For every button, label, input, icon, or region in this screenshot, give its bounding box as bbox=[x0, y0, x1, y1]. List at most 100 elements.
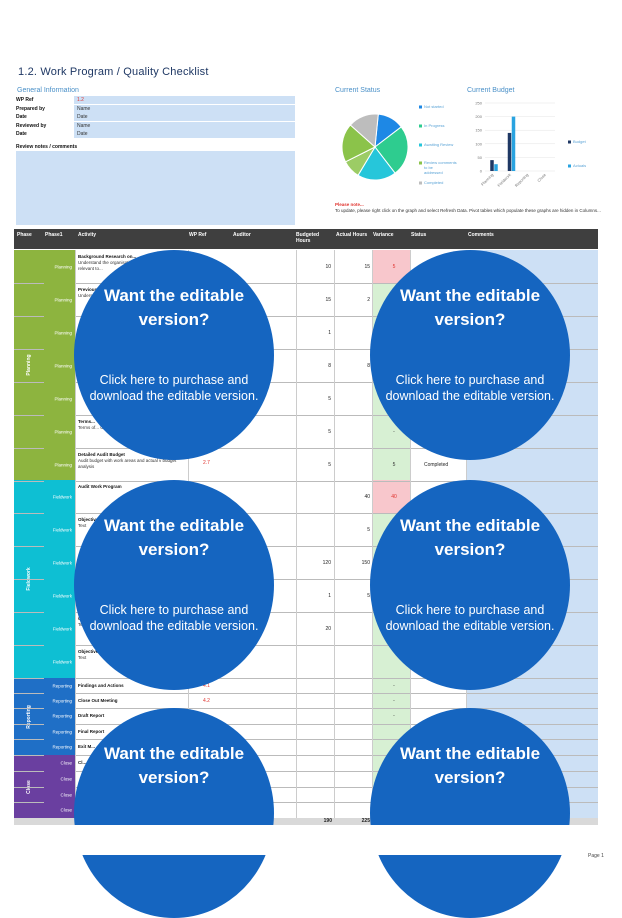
x-tick-label: Close bbox=[536, 172, 547, 183]
budgeted-hours[interactable]: 1 bbox=[328, 330, 331, 336]
gi-label-2: Date bbox=[16, 114, 27, 120]
budgeted-hours[interactable]: 15 bbox=[325, 297, 331, 303]
column-header-1[interactable]: Phase1 bbox=[45, 232, 63, 238]
wp-ref[interactable]: 4.1 bbox=[203, 683, 210, 689]
bar[interactable] bbox=[490, 160, 494, 171]
budgeted-hours[interactable]: 1 bbox=[328, 593, 331, 599]
purchase-overlay-button[interactable]: Want the editable version? Click here to … bbox=[370, 250, 570, 460]
legend-label: Budget bbox=[573, 139, 587, 144]
table-header bbox=[14, 229, 598, 249]
pie-slice[interactable] bbox=[349, 113, 379, 149]
phase1-cell[interactable]: Planning bbox=[44, 415, 75, 448]
actual-hours[interactable]: 5 bbox=[367, 593, 370, 599]
phase1-cell[interactable]: Fieldwork bbox=[44, 579, 75, 612]
column-header-9[interactable]: Comments bbox=[468, 232, 494, 238]
budgeted-hours[interactable]: 20 bbox=[325, 626, 331, 632]
pie-slice[interactable] bbox=[357, 146, 396, 181]
actual-hours[interactable]: 2 bbox=[367, 297, 370, 303]
overlay-heading: Want the editable version? bbox=[103, 516, 245, 559]
gi-label-0: WP Ref bbox=[16, 97, 34, 103]
gi-value-text: Date bbox=[77, 131, 88, 137]
status-pie-chart[interactable]: Not started In Progress Awaiting Review Rev… bbox=[335, 96, 465, 196]
row-divider bbox=[14, 415, 598, 416]
column-header-2[interactable]: Activity bbox=[78, 232, 97, 238]
column-header-5[interactable]: Budgeted Hours bbox=[296, 232, 320, 244]
actual-hours[interactable]: 150 bbox=[361, 560, 370, 566]
budgeted-hours[interactable]: 5 bbox=[328, 429, 331, 435]
phase1-cell[interactable]: Fieldwork bbox=[44, 480, 75, 513]
phase1-cell[interactable]: Fieldwork bbox=[44, 612, 75, 645]
phase1-cell[interactable]: Planning bbox=[44, 448, 75, 481]
purchase-overlay-button[interactable]: Want the editable version? Click here to … bbox=[370, 480, 570, 690]
phase1-cell[interactable]: Planning bbox=[44, 283, 75, 316]
pie-slice[interactable] bbox=[341, 124, 376, 163]
phase1-cell[interactable]: Reporting bbox=[44, 739, 75, 755]
gi-value-2[interactable]: Date bbox=[74, 113, 295, 121]
column-header-0[interactable]: Phase bbox=[17, 232, 32, 238]
x-tick-label: Fieldwork bbox=[496, 172, 512, 188]
purchase-overlay-button[interactable]: Want the editable version? Click here to … bbox=[74, 480, 274, 690]
phase1-cell[interactable]: Fieldwork bbox=[44, 546, 75, 579]
purchase-overlay-button[interactable]: Want the editable version? bbox=[74, 708, 274, 918]
row-divider bbox=[14, 448, 598, 449]
actual-hours[interactable]: 15 bbox=[364, 264, 370, 270]
phase1-cell[interactable]: Close bbox=[44, 787, 75, 802]
gi-value-1[interactable]: Name bbox=[74, 104, 295, 113]
actual-hours[interactable]: 40 bbox=[364, 494, 370, 500]
gi-value-3[interactable]: Name bbox=[74, 121, 295, 130]
bar[interactable] bbox=[494, 164, 498, 171]
phase1-cell[interactable]: Reporting bbox=[44, 724, 75, 739]
phase1-cell[interactable]: Close bbox=[44, 802, 75, 818]
phase1-label: Fieldwork bbox=[52, 560, 72, 565]
gi-label-1: Prepared by bbox=[16, 105, 45, 112]
phase1-cell[interactable]: Planning bbox=[44, 382, 75, 415]
budgeted-hours[interactable]: 5 bbox=[328, 396, 331, 402]
actual-hours[interactable]: 5 bbox=[367, 527, 370, 533]
column-header-4[interactable]: Auditor bbox=[233, 232, 251, 238]
phase1-cell[interactable]: Planning bbox=[44, 316, 75, 349]
phase1-cell[interactable]: Fieldwork bbox=[44, 513, 75, 546]
phase1-cell[interactable]: Planning bbox=[44, 349, 75, 382]
budgeted-hours[interactable]: 5 bbox=[328, 462, 331, 468]
purchase-overlay-button[interactable]: Want the editable version? bbox=[370, 708, 570, 918]
gi-value-0[interactable]: 1.2 bbox=[74, 96, 295, 104]
phase1-cell[interactable]: Reporting bbox=[44, 693, 75, 708]
phase1-cell[interactable]: Close bbox=[44, 771, 75, 787]
actual-hours[interactable]: 8 bbox=[367, 363, 370, 369]
column-header-8[interactable]: Status bbox=[411, 232, 427, 238]
budgeted-hours[interactable]: 120 bbox=[322, 560, 331, 566]
phase1-label: Fieldwork bbox=[52, 527, 72, 532]
legend-label: addressed bbox=[424, 170, 443, 175]
phase1-cell[interactable]: Planning bbox=[44, 250, 75, 283]
phase1-cell[interactable]: Fieldwork bbox=[44, 645, 75, 678]
phase1-cell[interactable]: Reporting bbox=[44, 708, 75, 724]
note-text: To update, please right click on the gra… bbox=[335, 208, 601, 213]
wp-ref[interactable]: 2.7 bbox=[203, 460, 210, 466]
gi-value-4[interactable]: Date bbox=[74, 130, 295, 138]
phase-cell-planning[interactable]: Planning bbox=[14, 250, 44, 480]
budgeted-hours[interactable]: 10 bbox=[325, 264, 331, 270]
pie-slice[interactable] bbox=[374, 126, 409, 174]
status[interactable]: Completed bbox=[424, 462, 449, 468]
gi-value-text: Date bbox=[77, 114, 88, 120]
purchase-overlay-button[interactable]: Want the editable version? Click here to … bbox=[74, 250, 274, 460]
row-divider bbox=[14, 739, 598, 740]
review-notes-field[interactable] bbox=[16, 151, 295, 225]
phase1-cell[interactable]: Close bbox=[44, 755, 75, 771]
column-header-6[interactable]: Actual Hours bbox=[336, 232, 368, 238]
y-tick-label: 50 bbox=[478, 155, 483, 160]
budgeted-hours[interactable]: 8 bbox=[328, 363, 331, 369]
phase-cell-close[interactable]: Close bbox=[14, 755, 44, 818]
column-header-3[interactable]: WP Ref bbox=[189, 232, 207, 238]
phase-cell-reporting[interactable]: Reporting bbox=[14, 678, 44, 755]
legend-swatch bbox=[568, 164, 571, 168]
column-header-7[interactable]: Variance bbox=[373, 232, 394, 238]
phase1-cell[interactable]: Reporting bbox=[44, 678, 75, 693]
phase1-label: Close bbox=[60, 792, 72, 797]
variance: 5 bbox=[392, 462, 396, 468]
wp-ref[interactable]: 4.2 bbox=[203, 698, 210, 704]
bar[interactable] bbox=[507, 132, 512, 171]
bar[interactable] bbox=[511, 116, 516, 171]
phase1-label: Fieldwork bbox=[52, 659, 72, 664]
